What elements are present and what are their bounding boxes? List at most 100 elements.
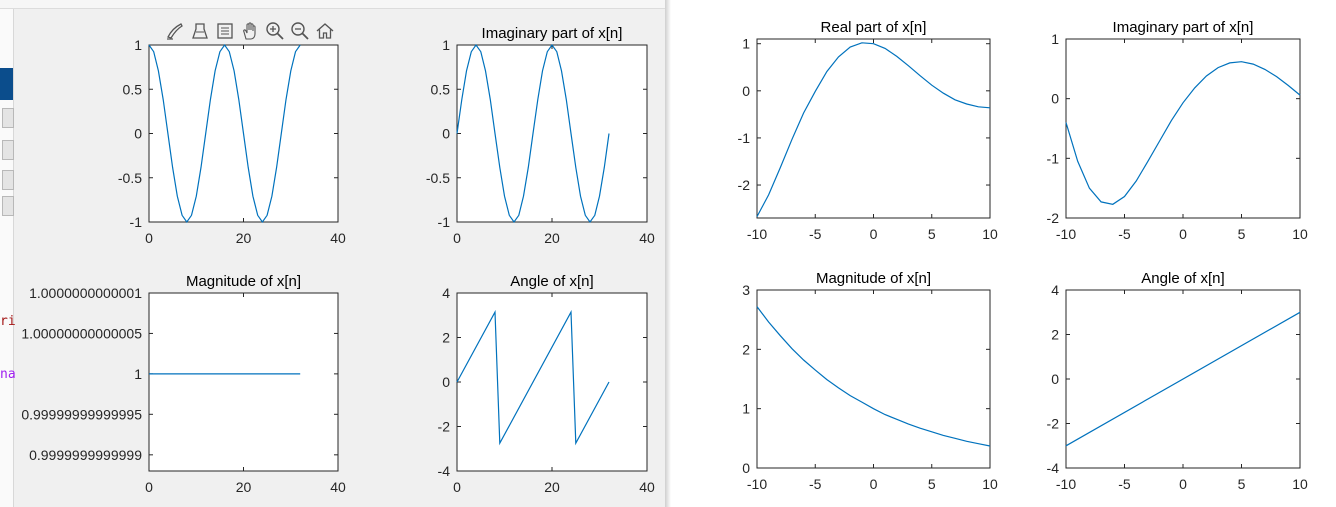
x-tick-label: 0 — [453, 479, 461, 495]
y-tick-label: 0 — [442, 126, 450, 142]
y-tick-label: -1 — [738, 130, 751, 146]
y-tick-label: 2 — [442, 330, 450, 346]
y-tick-label: 1 — [134, 37, 142, 53]
series-line — [756, 306, 991, 447]
y-tick-label: 2 — [742, 341, 750, 357]
series-line — [148, 43, 301, 224]
y-tick-label: 0.9999999999999 — [29, 447, 142, 463]
x-tick-label: 0 — [870, 476, 878, 492]
x-tick-label: 5 — [928, 226, 936, 242]
series-line — [456, 309, 610, 446]
plot-area — [148, 292, 339, 472]
y-tick-label: 0.5 — [123, 81, 143, 97]
y-tick-label: 4 — [442, 285, 450, 301]
plot-area — [456, 292, 648, 472]
x-tick-label: 10 — [1292, 226, 1308, 242]
y-tick-label: 2 — [1051, 327, 1059, 343]
y-tick-label: 1 — [442, 37, 450, 53]
chart-title: Angle of x[n] — [1141, 270, 1224, 287]
y-tick-label: 0 — [134, 126, 142, 142]
x-tick-label: -5 — [1118, 476, 1131, 492]
y-tick-label: 3 — [742, 282, 750, 298]
y-tick-label: -1 — [1047, 150, 1060, 166]
legend-icon[interactable] — [215, 21, 235, 41]
home-icon[interactable] — [315, 21, 335, 41]
series-line — [1065, 61, 1301, 205]
chart-title: Real part of x[n] — [821, 19, 927, 36]
y-tick-label: 0 — [1051, 371, 1059, 387]
x-tick-label: -5 — [809, 476, 822, 492]
x-tick-label: 0 — [870, 226, 878, 242]
editor-tool-button[interactable] — [2, 108, 14, 128]
chart-title: Magnitude of x[n] — [816, 270, 931, 287]
editor-tool-button[interactable] — [2, 140, 14, 160]
y-tick-label: 4 — [1051, 282, 1059, 298]
x-tick-label: 0 — [1179, 476, 1187, 492]
y-tick-label: -0.5 — [426, 170, 450, 186]
series-line — [456, 43, 610, 224]
y-tick-label: 0.99999999999995 — [21, 406, 142, 422]
y-tick-label: 1 — [742, 36, 750, 52]
y-tick-label: -0.5 — [118, 170, 142, 186]
y-tick-label: -2 — [1047, 416, 1060, 432]
plot-area — [756, 289, 991, 469]
y-tick-label: 1 — [742, 401, 750, 417]
y-tick-label: 1.0000000000001 — [29, 285, 142, 301]
window-edge-shadow — [665, 0, 671, 507]
series-line — [1065, 311, 1301, 447]
data-tip-icon[interactable] — [190, 21, 210, 41]
code-fragment: ri — [0, 314, 16, 329]
x-tick-label: 5 — [1238, 226, 1246, 242]
x-tick-label: -5 — [1118, 226, 1131, 242]
y-tick-label: 0.5 — [431, 81, 451, 97]
x-tick-label: -10 — [747, 476, 767, 492]
y-tick-label: 0 — [742, 460, 750, 476]
y-tick-label: -4 — [438, 463, 451, 479]
series-line — [756, 42, 991, 217]
x-tick-label: 10 — [1292, 476, 1308, 492]
y-tick-label: -1 — [130, 214, 143, 230]
y-tick-label: 1.00000000000005 — [21, 325, 142, 341]
x-tick-label: 0 — [1179, 226, 1187, 242]
y-tick-label: 1 — [1051, 31, 1059, 47]
x-tick-label: 20 — [544, 479, 560, 495]
code-fragment: na — [0, 367, 16, 382]
window-top-edge — [0, 0, 665, 9]
editor-tool-button[interactable] — [2, 196, 14, 216]
x-tick-label: -10 — [1056, 226, 1076, 242]
x-tick-label: 10 — [982, 476, 998, 492]
editor-tool-button[interactable] — [2, 170, 14, 190]
x-tick-label: 5 — [928, 476, 936, 492]
x-tick-label: 40 — [639, 230, 655, 246]
plot-area — [756, 38, 991, 219]
y-tick-label: 1 — [134, 366, 142, 382]
editor-toolstrip-tab[interactable] — [0, 68, 13, 100]
editor-side-strip — [0, 9, 14, 507]
x-tick-label: 0 — [145, 479, 153, 495]
x-tick-label: 40 — [330, 230, 346, 246]
y-tick-label: 0 — [1051, 91, 1059, 107]
x-tick-label: 20 — [544, 230, 560, 246]
chart-title: Angle of x[n] — [510, 273, 593, 290]
y-tick-label: -2 — [438, 419, 451, 435]
brush-icon[interactable] — [165, 21, 185, 41]
x-tick-label: -10 — [1056, 476, 1076, 492]
y-tick-label: 0 — [742, 83, 750, 99]
zoom-in-icon[interactable] — [265, 21, 285, 41]
x-tick-label: 0 — [453, 230, 461, 246]
y-tick-label: -1 — [438, 214, 451, 230]
pan-hand-icon[interactable] — [240, 21, 260, 41]
chart-title: Imaginary part of x[n] — [482, 25, 623, 42]
chart-title: Magnitude of x[n] — [186, 273, 301, 290]
y-tick-label: -2 — [1047, 210, 1060, 226]
plot-area — [1065, 38, 1301, 219]
x-tick-label: 5 — [1238, 476, 1246, 492]
x-tick-label: 0 — [145, 230, 153, 246]
chart-title: Imaginary part of x[n] — [1113, 19, 1254, 36]
x-tick-label: 40 — [330, 479, 346, 495]
zoom-out-icon[interactable] — [290, 21, 310, 41]
x-tick-label: 10 — [982, 226, 998, 242]
x-tick-label: 20 — [236, 230, 252, 246]
x-tick-label: -10 — [747, 226, 767, 242]
